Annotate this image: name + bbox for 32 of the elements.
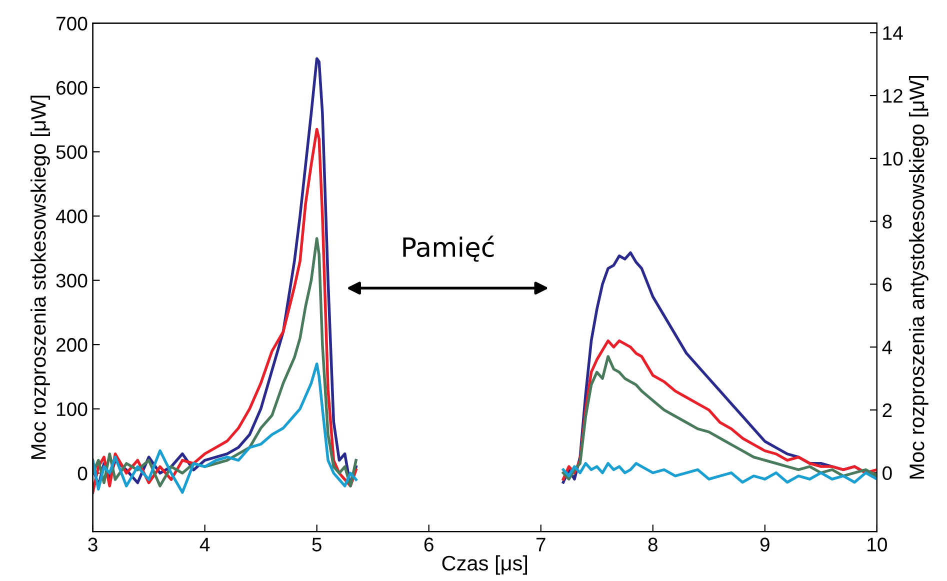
x-tick-label: 5 (312, 538, 322, 552)
y-tick-label: 700 (56, 16, 88, 30)
annotation: Pamięć (403, 236, 494, 262)
x-tick-label: 3 (88, 538, 98, 552)
x-tick-label: 10 (868, 538, 887, 552)
y2-tick-label: 6 (882, 278, 892, 292)
y-tick-label: 300 (56, 274, 88, 288)
x-axis-title: Czas [μs] (442, 555, 528, 575)
y-tick-label: 500 (56, 145, 88, 160)
x-tick-label: 6 (424, 538, 434, 552)
y-tick-label: 100 (56, 402, 88, 416)
y2-tick-label: 10 (883, 152, 903, 166)
x-tick-label: 4 (200, 538, 210, 552)
y-tick-label: 400 (56, 210, 88, 224)
x-tick-label: 7 (536, 538, 546, 552)
line-series (562, 462, 877, 484)
y2-tick-label: 14 (883, 26, 903, 40)
line-series (92, 237, 358, 488)
line-series (92, 128, 358, 494)
y-tick-label: 200 (56, 338, 88, 352)
y2-tick-label: 0 (882, 466, 892, 480)
y-tick-label: 600 (56, 80, 88, 95)
y2-tick-label: 4 (882, 340, 892, 354)
x-tick-label: 8 (648, 538, 658, 552)
y2-axis-title: Moc rozproszenia antystokesowskiego [μW] (908, 76, 928, 479)
y-axis-title: Moc rozproszenia stokesowskiego [μW] (30, 96, 50, 459)
y2-tick-label: 2 (882, 403, 892, 417)
y2-tick-label: 12 (883, 89, 902, 103)
x-tick-label: 9 (760, 538, 770, 552)
y2-tick-label: 8 (882, 214, 892, 229)
y-tick-label: 0 (78, 466, 88, 480)
line-series (92, 362, 358, 494)
